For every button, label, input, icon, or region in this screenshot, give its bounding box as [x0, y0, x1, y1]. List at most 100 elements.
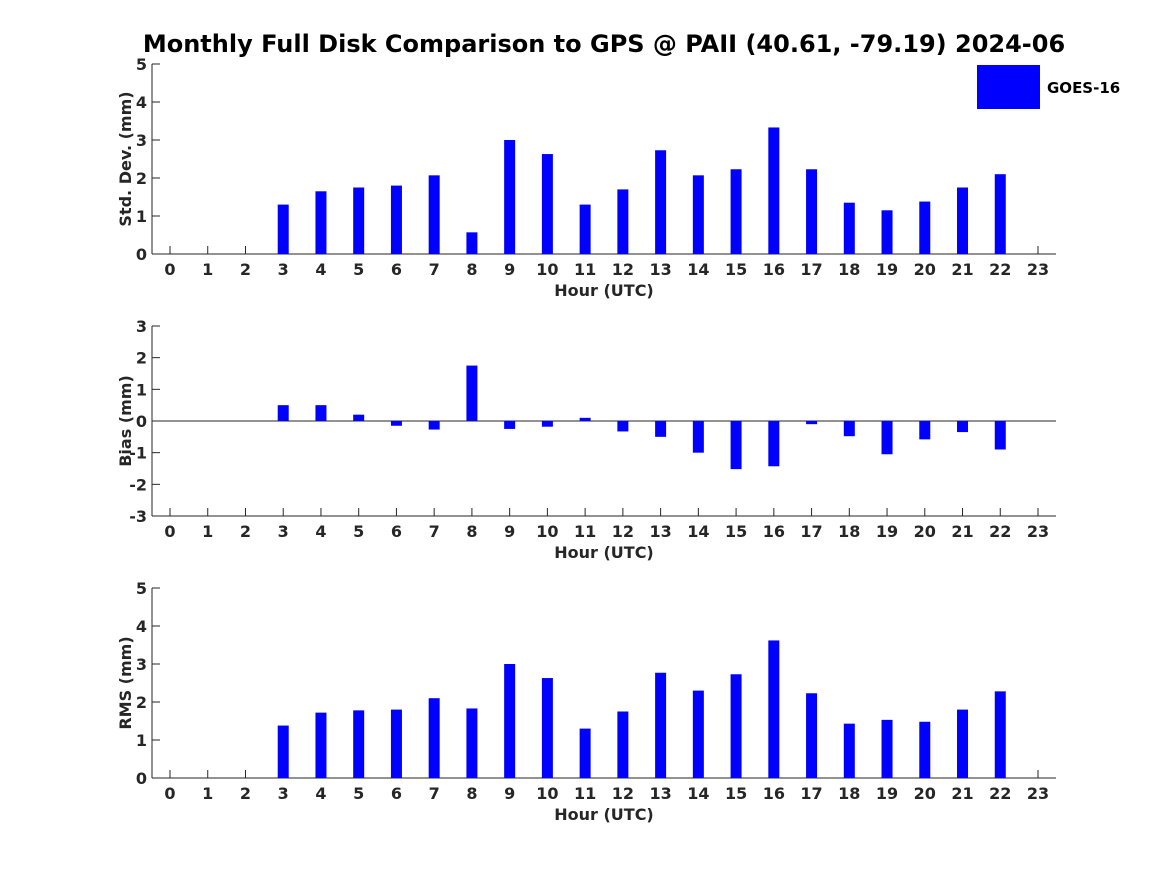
bar — [277, 204, 289, 254]
x-tick-label: 17 — [800, 260, 822, 279]
x-tick-label: 22 — [989, 522, 1011, 541]
bar — [768, 421, 780, 467]
x-tick-label: 2 — [240, 784, 251, 803]
x-tick-label: 13 — [649, 260, 671, 279]
x-tick-label: 11 — [574, 260, 596, 279]
x-tick-label: 16 — [763, 260, 785, 279]
x-tick-label: 16 — [763, 784, 785, 803]
x-tick-label: 15 — [725, 260, 747, 279]
legend: GOES-16 — [977, 65, 1120, 109]
bar — [617, 421, 629, 432]
x-tick-label: 9 — [504, 784, 515, 803]
x-tick-label: 6 — [391, 260, 402, 279]
x-tick-label: 3 — [278, 522, 289, 541]
x-tick-label: 0 — [164, 260, 175, 279]
x-tick-label: 22 — [989, 260, 1011, 279]
y-tick-label: 0 — [136, 769, 147, 788]
x-tick-label: 18 — [838, 522, 860, 541]
x-tick-label: 3 — [278, 784, 289, 803]
y-tick-label: 4 — [136, 93, 147, 112]
y-tick-label: 5 — [136, 55, 147, 74]
bar — [919, 201, 931, 254]
bar — [390, 709, 402, 778]
y-tick-label: 3 — [136, 131, 147, 150]
y-tick-label: -1 — [129, 444, 147, 463]
bar — [806, 421, 818, 425]
bar — [919, 721, 931, 778]
bar — [315, 712, 327, 778]
x-tick-label: 12 — [612, 522, 634, 541]
bar — [466, 708, 478, 778]
bar — [504, 140, 516, 254]
x-tick-label: 13 — [649, 784, 671, 803]
bar — [730, 421, 742, 470]
bar — [428, 421, 440, 430]
x-tick-label: 20 — [914, 522, 936, 541]
x-tick-label: 5 — [353, 784, 364, 803]
x-tick-label: 11 — [574, 784, 596, 803]
x-tick-label: 10 — [536, 784, 558, 803]
x-tick-label: 8 — [466, 260, 477, 279]
x-tick-label: 7 — [429, 260, 440, 279]
y-tick-label: 1 — [136, 731, 147, 750]
x-tick-label: 4 — [315, 784, 326, 803]
bar — [428, 698, 440, 778]
x-tick-label: 0 — [164, 522, 175, 541]
x-tick-label: 20 — [914, 784, 936, 803]
x-tick-label: 0 — [164, 784, 175, 803]
x-tick-label: 19 — [876, 522, 898, 541]
x-axis-label: Hour (UTC) — [554, 281, 654, 300]
x-tick-label: 5 — [353, 260, 364, 279]
x-tick-label: 16 — [763, 522, 785, 541]
x-axis-label: Hour (UTC) — [554, 543, 654, 562]
bar — [315, 405, 327, 421]
bar — [541, 154, 553, 254]
x-tick-label: 3 — [278, 260, 289, 279]
y-axis-label: RMS (mm) — [116, 636, 135, 729]
x-tick-label: 17 — [800, 522, 822, 541]
x-axis-label: Hour (UTC) — [554, 805, 654, 824]
x-tick-label: 23 — [1027, 260, 1049, 279]
x-tick-label: 6 — [391, 522, 402, 541]
y-tick-label: 0 — [136, 245, 147, 264]
x-tick-label: 8 — [466, 522, 477, 541]
x-tick-label: 23 — [1027, 522, 1049, 541]
y-tick-label: 5 — [136, 579, 147, 598]
x-tick-label: 19 — [876, 784, 898, 803]
y-tick-label: 0 — [136, 412, 147, 431]
x-tick-label: 10 — [536, 522, 558, 541]
x-tick-label: 11 — [574, 522, 596, 541]
x-tick-label: 14 — [687, 784, 709, 803]
bar — [994, 174, 1006, 254]
chart-title: Monthly Full Disk Comparison to GPS @ PA… — [143, 30, 1065, 58]
bar — [579, 204, 591, 254]
y-tick-label: -3 — [129, 507, 147, 526]
bar — [881, 421, 893, 455]
x-tick-label: 12 — [612, 784, 634, 803]
x-tick-label: 9 — [504, 260, 515, 279]
x-tick-label: 1 — [202, 522, 213, 541]
bar — [692, 175, 704, 254]
y-tick-label: 3 — [136, 317, 147, 336]
x-tick-label: 18 — [838, 784, 860, 803]
x-tick-label: 5 — [353, 522, 364, 541]
bar — [881, 719, 893, 778]
x-tick-label: 4 — [315, 522, 326, 541]
bar — [466, 365, 478, 421]
bar — [466, 232, 478, 254]
x-tick-label: 15 — [725, 784, 747, 803]
x-tick-label: 1 — [202, 260, 213, 279]
bar — [617, 711, 629, 778]
x-tick-label: 7 — [429, 784, 440, 803]
x-tick-label: 10 — [536, 260, 558, 279]
x-tick-label: 19 — [876, 260, 898, 279]
x-tick-label: 17 — [800, 784, 822, 803]
x-tick-label: 23 — [1027, 784, 1049, 803]
bar — [957, 187, 969, 254]
bar — [843, 421, 855, 437]
bar — [843, 723, 855, 778]
bar — [353, 187, 365, 254]
bar — [504, 421, 516, 429]
